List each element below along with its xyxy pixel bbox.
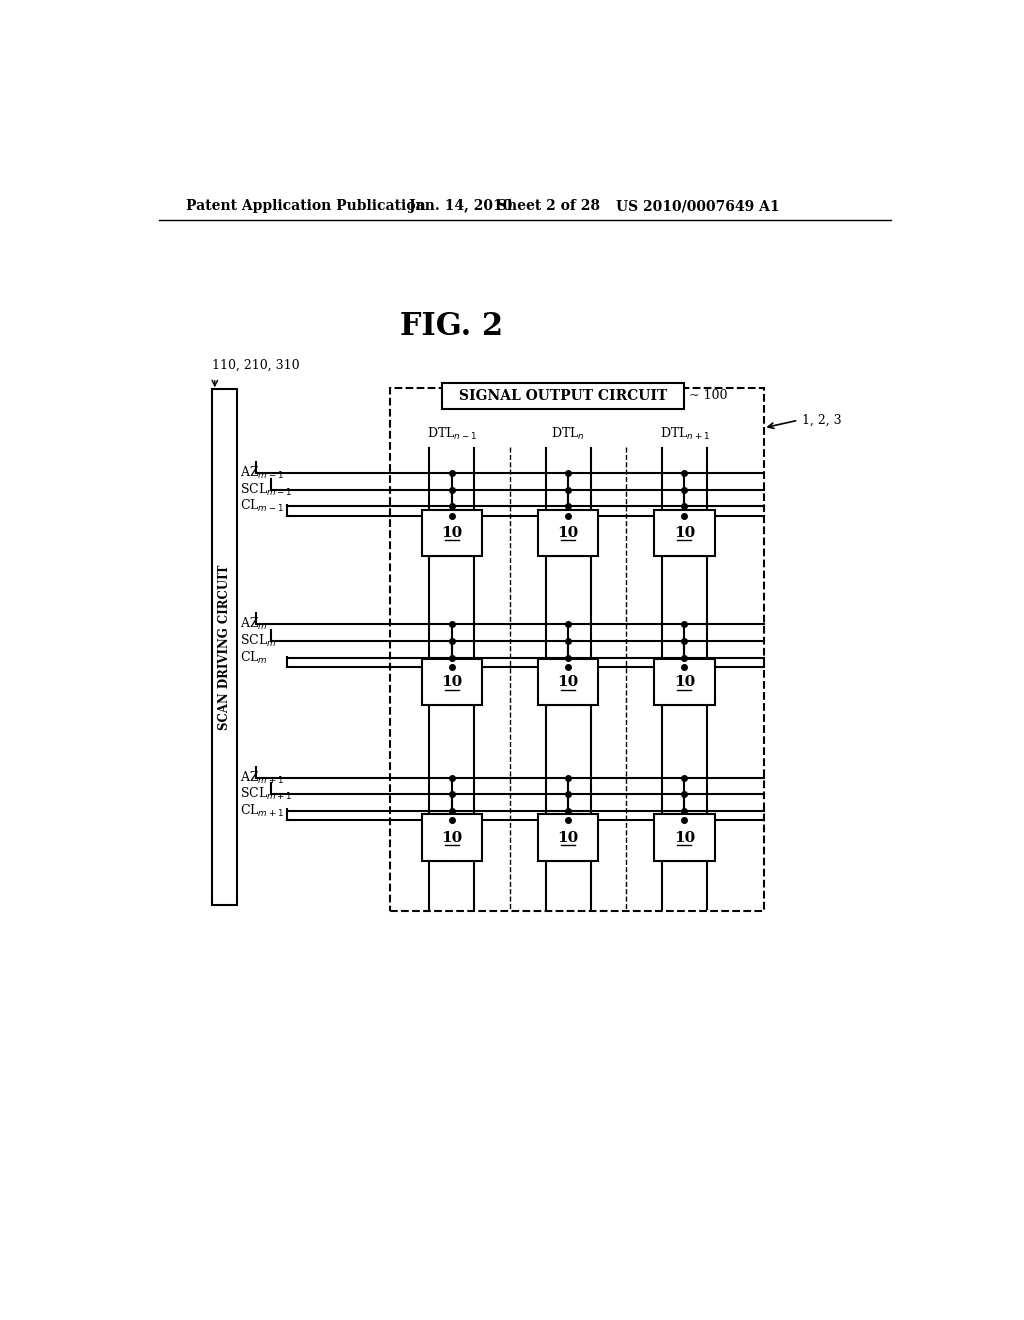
Text: CL$_m$: CL$_m$ bbox=[241, 649, 268, 667]
Bar bbox=[212, 389, 237, 906]
Text: DTL$_n$: DTL$_n$ bbox=[551, 426, 585, 442]
Text: SCL$_m$: SCL$_m$ bbox=[241, 634, 276, 649]
Text: 10: 10 bbox=[558, 675, 579, 689]
Bar bbox=[538, 814, 598, 861]
Text: 110, 210, 310: 110, 210, 310 bbox=[212, 359, 299, 372]
Text: FIG. 2: FIG. 2 bbox=[400, 310, 504, 342]
Text: SIGNAL OUTPUT CIRCUIT: SIGNAL OUTPUT CIRCUIT bbox=[459, 389, 668, 403]
Text: CL$_{m+1}$: CL$_{m+1}$ bbox=[241, 803, 285, 818]
Text: 10: 10 bbox=[558, 525, 579, 540]
Text: SCL$_{m-1}$: SCL$_{m-1}$ bbox=[241, 482, 293, 498]
Bar bbox=[442, 383, 684, 409]
Text: 10: 10 bbox=[558, 830, 579, 845]
Bar bbox=[538, 510, 598, 556]
Text: 10: 10 bbox=[674, 675, 695, 689]
Text: 10: 10 bbox=[674, 525, 695, 540]
Text: US 2010/0007649 A1: US 2010/0007649 A1 bbox=[616, 199, 780, 213]
Bar bbox=[422, 659, 482, 705]
Text: AZ$_{m+1}$: AZ$_{m+1}$ bbox=[241, 770, 285, 787]
Bar bbox=[422, 510, 482, 556]
Text: ~ 100: ~ 100 bbox=[689, 389, 728, 403]
Text: 1, 2, 3: 1, 2, 3 bbox=[802, 413, 842, 426]
Text: DTL$_{n-1}$: DTL$_{n-1}$ bbox=[427, 426, 477, 442]
Bar bbox=[422, 814, 482, 861]
Text: 10: 10 bbox=[441, 675, 463, 689]
Text: Jan. 14, 2010: Jan. 14, 2010 bbox=[409, 199, 512, 213]
Bar bbox=[538, 659, 598, 705]
Text: Patent Application Publication: Patent Application Publication bbox=[186, 199, 426, 213]
Text: CL$_{m-1}$: CL$_{m-1}$ bbox=[241, 499, 285, 515]
Text: Sheet 2 of 28: Sheet 2 of 28 bbox=[497, 199, 600, 213]
Bar bbox=[654, 510, 715, 556]
Text: 10: 10 bbox=[441, 830, 463, 845]
Text: SCL$_{m+1}$: SCL$_{m+1}$ bbox=[241, 785, 293, 801]
Text: DTL$_{n+1}$: DTL$_{n+1}$ bbox=[659, 426, 710, 442]
Text: 10: 10 bbox=[441, 525, 463, 540]
Bar bbox=[654, 814, 715, 861]
Bar bbox=[654, 659, 715, 705]
Text: AZ$_m$: AZ$_m$ bbox=[241, 616, 268, 632]
Text: 10: 10 bbox=[674, 830, 695, 845]
Bar bbox=[390, 388, 764, 911]
Text: SCAN DRIVING CIRCUIT: SCAN DRIVING CIRCUIT bbox=[218, 565, 230, 730]
Text: AZ$_{m-1}$: AZ$_{m-1}$ bbox=[241, 465, 285, 480]
